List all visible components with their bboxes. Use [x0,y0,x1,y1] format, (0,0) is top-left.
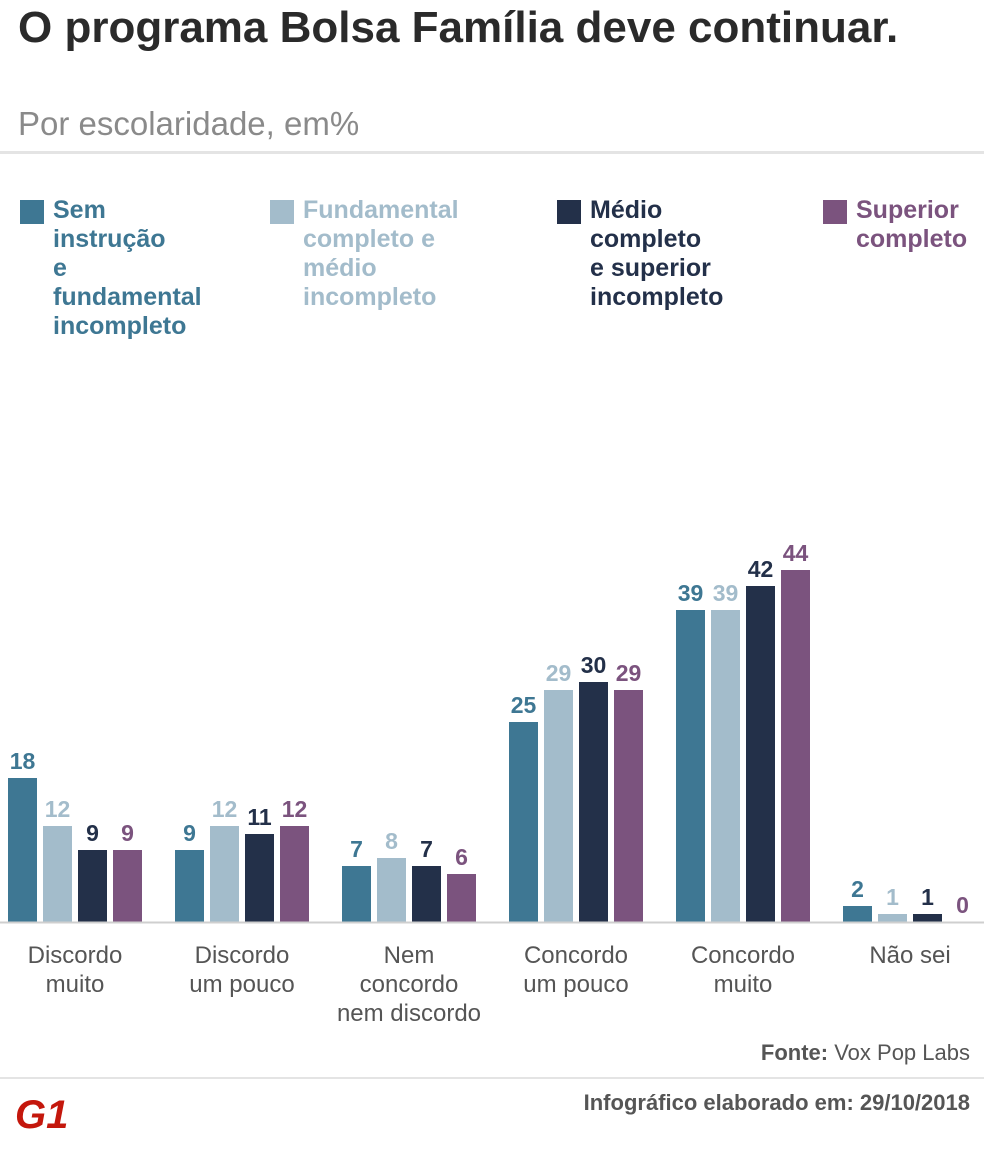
bar [614,690,643,922]
source-value: Vox Pop Labs [834,1040,970,1065]
bar-value-label: 12 [212,796,238,822]
bar-value-label: 11 [247,804,272,830]
bar-value-label: 12 [45,796,71,822]
category-label: Concordo um pouco [523,942,628,998]
bar-value-label: 12 [282,796,308,822]
bar [8,778,37,922]
bar-value-label: 29 [546,660,572,686]
category-label: Concordo muito [691,942,795,998]
bar-value-label: 6 [455,844,468,870]
bar [544,690,573,922]
bar-value-label: 9 [183,820,196,846]
bar [113,850,142,922]
category-label: Não sei [869,942,950,969]
bar [579,682,608,922]
bar-value-label: 7 [350,836,363,862]
bar-value-label: 9 [86,820,99,846]
bar-value-label: 30 [581,652,607,678]
legend-label: Fundamental completo e médio incompleto [303,196,459,311]
source-line: Fonte: Vox Pop Labs [761,1040,970,1066]
bar [245,834,274,922]
chart-subtitle: Por escolaridade, em% [18,105,360,142]
bar [913,914,942,922]
legend-swatch [557,200,581,224]
bar-value-label: 1 [886,884,899,910]
legend-swatch [823,200,847,224]
bar [746,586,775,922]
bar [210,826,239,922]
bar-value-label: 39 [713,580,739,606]
svg-text:G1: G1 [15,1094,68,1132]
bar [280,826,309,922]
legend-label: Superior completo [856,196,968,253]
bar-value-label: 1 [921,884,934,910]
bar [377,858,406,922]
bar-value-label: 9 [121,820,134,846]
chart-title: O programa Bolsa Família deve continuar. [18,3,899,52]
legend-label: Sem instrução e fundamental incompleto [53,196,202,340]
bar-value-label: 0 [956,892,969,918]
bar-value-label: 29 [616,660,642,686]
category-label: Nem concordo nem discordo [337,942,481,1027]
bar-value-label: 7 [420,836,433,862]
infographic-date: Infográfico elaborado em: 29/10/2018 [583,1090,970,1115]
header-divider [0,151,984,154]
bar [676,610,705,922]
legend-swatch [20,200,44,224]
category-label: Discordo muito [28,942,123,998]
source-label: Fonte: [760,1040,829,1065]
legend-label: Médio completo e superior incompleto [590,196,724,311]
bar-value-label: 39 [678,580,704,606]
bar-value-label: 18 [10,748,36,774]
bar [447,874,476,922]
footer-divider [0,1077,984,1079]
bar [412,866,441,922]
bar-value-label: 8 [385,828,398,854]
bar-value-label: 42 [748,556,774,582]
category-label: Discordo um pouco [189,942,294,998]
bar [78,850,107,922]
bar-value-label: 25 [511,692,537,718]
bar [509,722,538,922]
bar-value-label: 2 [851,876,864,902]
bar-value-label: 44 [783,540,809,566]
bar [878,914,907,922]
bar [43,826,72,922]
bar [843,906,872,922]
bar [342,866,371,922]
bar [781,570,810,922]
g1-logo: G1 [15,1094,68,1132]
legend-swatch [270,200,294,224]
bar [175,850,204,922]
bar [711,610,740,922]
